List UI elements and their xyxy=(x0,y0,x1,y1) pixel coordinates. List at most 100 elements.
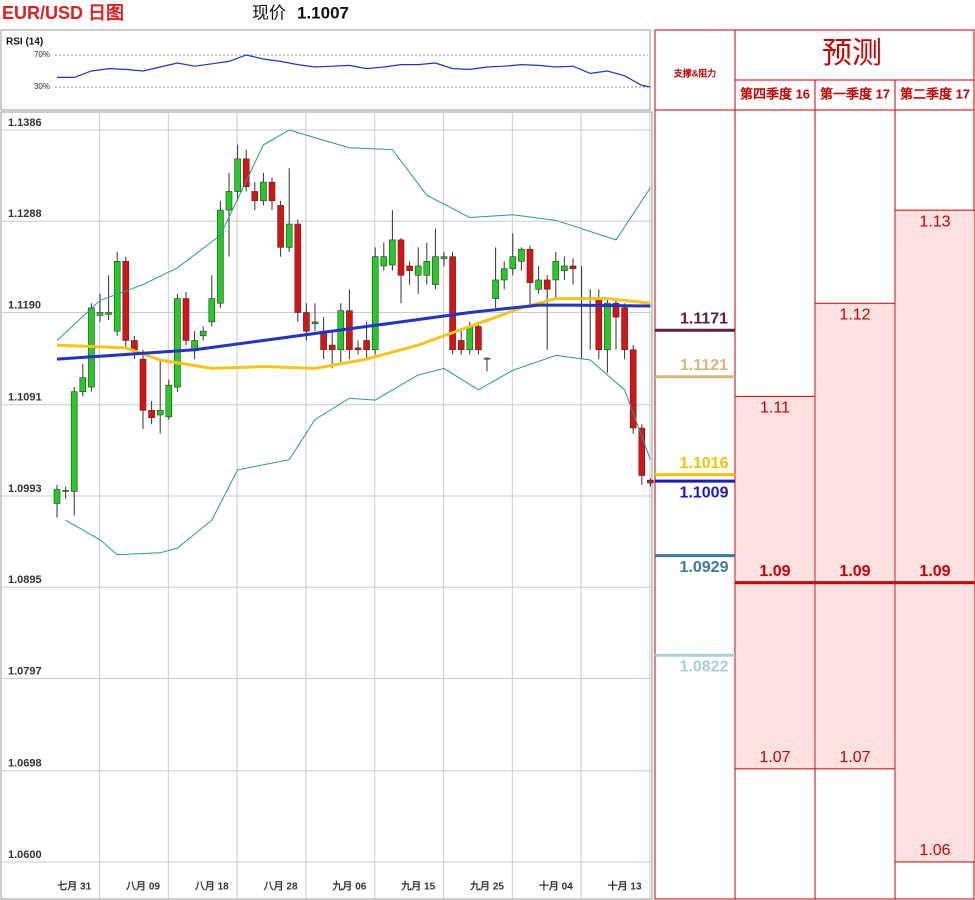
x-tick-label: 八月 18 xyxy=(194,881,229,893)
candle-body xyxy=(612,302,620,318)
forecast-range xyxy=(816,303,894,769)
forecast-label: 1.07 xyxy=(839,749,870,766)
forecast-label: 1.12 xyxy=(839,306,870,323)
candle-body xyxy=(500,268,508,281)
candle-body xyxy=(105,312,112,315)
candle-body xyxy=(561,265,568,271)
x-tick-label: 九月 15 xyxy=(400,880,435,893)
y-tick-label: 1.0993 xyxy=(8,483,42,495)
price-panel xyxy=(0,111,653,900)
candle-body xyxy=(354,347,362,351)
y-tick-label: 1.0895 xyxy=(8,574,42,586)
candle-body xyxy=(543,279,551,290)
candle-body xyxy=(277,205,284,248)
candle-body xyxy=(156,410,164,416)
candle-body xyxy=(432,256,439,285)
candle-body xyxy=(217,209,224,304)
overlay-line xyxy=(56,129,651,341)
level-label: 1.0929 xyxy=(680,559,729,576)
level-label: 1.0822 xyxy=(680,658,729,675)
y-tick-label: 1.1190 xyxy=(8,299,41,311)
y-tick-label: 1.1091 xyxy=(8,392,42,404)
candle-body xyxy=(380,256,388,267)
x-tick-label: 十月 04 xyxy=(539,880,573,893)
candle-body xyxy=(165,384,173,418)
candle-body xyxy=(371,256,379,351)
rsi-panel xyxy=(0,29,651,111)
candle-body xyxy=(492,279,499,299)
forecast-range xyxy=(896,210,974,862)
price: 1.1007 xyxy=(297,3,349,22)
rsi-tick-label: 30% xyxy=(34,82,50,91)
candle-body xyxy=(79,377,87,392)
forecast-label: 1.11 xyxy=(760,400,790,417)
overlay-line xyxy=(56,297,651,370)
candle-body xyxy=(526,248,534,284)
candle-body xyxy=(96,312,104,316)
y-tick-label: 1.1386 xyxy=(8,117,42,129)
column-header: 第一季度 17 xyxy=(820,86,890,101)
candle-body xyxy=(552,261,560,281)
candle-body xyxy=(621,307,628,351)
support-header: 支撑&阻力 xyxy=(673,67,717,78)
candle-body xyxy=(251,191,259,202)
rsi-tick-label: 70% xyxy=(34,50,50,59)
candle-body xyxy=(174,298,181,388)
forecast-label: 1.06 xyxy=(919,842,950,859)
candle-body xyxy=(225,191,233,211)
candle-body xyxy=(148,410,155,419)
candle-body xyxy=(234,158,241,192)
candle-body xyxy=(199,330,207,337)
candle-body xyxy=(131,340,138,351)
forecast-label: 1.09 xyxy=(839,563,870,580)
candle-body xyxy=(466,326,474,351)
x-tick-label: 九月 25 xyxy=(469,880,504,893)
forecast-label: 1.07 xyxy=(759,749,790,766)
rsi-title: RSI (14) xyxy=(6,37,43,48)
candle-body xyxy=(406,265,413,271)
x-tick-label: 八月 28 xyxy=(263,881,298,893)
candle-body xyxy=(294,223,302,313)
level-label: 1.1009 xyxy=(680,484,729,501)
candle-body xyxy=(363,340,370,351)
title: EUR/USD 日图 xyxy=(2,3,124,23)
candle-body xyxy=(122,261,130,341)
y-tick-label: 1.0797 xyxy=(8,665,42,677)
candle-body xyxy=(208,298,216,323)
candle-body xyxy=(569,265,577,270)
x-tick-label: 八月 09 xyxy=(125,881,160,893)
candle-body xyxy=(483,357,491,360)
candle-body xyxy=(518,248,525,262)
price-label: 现价 xyxy=(252,3,286,22)
level-label: 1.1171 xyxy=(680,310,728,327)
level-label: 1.1016 xyxy=(680,455,729,472)
candle-body xyxy=(62,490,69,492)
candle-body xyxy=(242,158,250,188)
candle-body xyxy=(397,239,405,276)
candle-body xyxy=(260,181,267,202)
level-label: 1.1121 xyxy=(680,357,728,374)
candle-body xyxy=(449,256,456,351)
y-tick-label: 1.1288 xyxy=(8,208,42,220)
y-tick-label: 1.0600 xyxy=(8,849,42,861)
candle-body xyxy=(509,256,517,270)
forecast-label: 1.13 xyxy=(919,213,950,230)
candle-body xyxy=(182,298,190,341)
candle-body xyxy=(423,261,431,276)
candle-body xyxy=(113,261,121,332)
overlay-line xyxy=(56,303,651,361)
forecast-label: 1.09 xyxy=(759,563,790,580)
candle-body xyxy=(268,181,276,202)
candle-body xyxy=(70,391,78,492)
candle-body xyxy=(311,321,319,325)
x-tick-label: 九月 06 xyxy=(331,880,366,893)
overlay-line xyxy=(65,354,651,556)
candle-body xyxy=(475,326,482,351)
candle-body xyxy=(535,279,542,290)
candle-body xyxy=(285,223,293,248)
candle-body xyxy=(389,239,396,266)
candle-body xyxy=(139,358,147,411)
candle-body xyxy=(53,489,61,504)
y-tick-label: 1.0698 xyxy=(8,758,42,770)
